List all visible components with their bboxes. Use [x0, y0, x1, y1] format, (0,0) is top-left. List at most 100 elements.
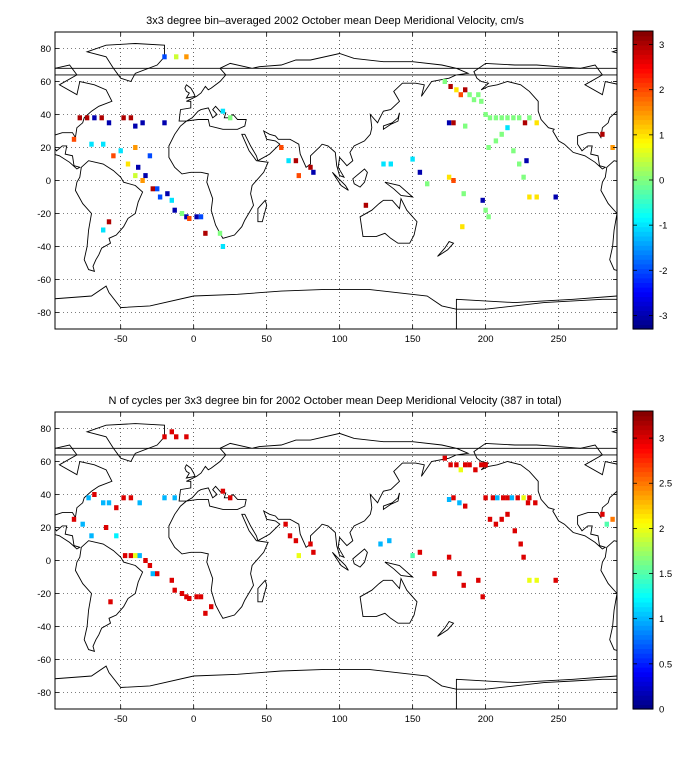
colorbar-segment	[633, 541, 653, 547]
colorbar-segment	[633, 68, 653, 74]
coastline	[600, 160, 617, 271]
cycles-map-y-ticks: -80 -60 -40 -20 0 20 40 60 80	[37, 424, 617, 699]
x-tick-label: 100	[332, 334, 348, 345]
data-bin	[80, 521, 85, 527]
data-bin	[501, 495, 506, 501]
coastline	[257, 579, 268, 603]
data-bin	[454, 462, 459, 468]
data-bin	[184, 594, 189, 600]
colorbar-segment	[633, 555, 653, 561]
colorbar-segment	[633, 434, 653, 440]
data-bin	[463, 462, 468, 468]
data-bin	[140, 178, 145, 183]
y-tick-label: -60	[37, 275, 51, 286]
data-bin	[101, 141, 106, 147]
data-bin	[417, 169, 423, 175]
colorbar-segment	[633, 40, 653, 46]
colorbar-segment	[633, 198, 653, 204]
y-tick-label: 20	[40, 143, 51, 154]
y-tick-label: 60	[40, 77, 51, 88]
coastline	[359, 197, 418, 244]
data-bin	[463, 87, 468, 93]
data-bin	[461, 191, 466, 197]
data-bin	[534, 120, 539, 126]
data-bin	[169, 429, 174, 435]
data-bin	[128, 115, 134, 121]
colorbar-segment	[633, 592, 653, 598]
velocity-map-grid	[55, 32, 617, 329]
x-tick-label: 150	[405, 714, 421, 725]
data-bin	[220, 108, 226, 114]
colorbar-segment	[633, 653, 653, 659]
data-bin	[527, 194, 532, 200]
colorbar-tick-label: 3	[659, 40, 664, 51]
colorbar-segment	[633, 518, 653, 524]
x-tick-label: 250	[551, 714, 567, 725]
data-bin	[140, 120, 145, 126]
data-bin	[417, 549, 423, 555]
data-bin	[527, 115, 532, 121]
coastline	[332, 171, 349, 191]
data-bin	[293, 538, 299, 544]
data-bin	[150, 186, 155, 192]
data-bin	[446, 497, 452, 502]
data-bin	[174, 434, 179, 440]
colorbar-segment	[633, 420, 653, 426]
colorbar-segment	[633, 578, 653, 584]
data-bin	[457, 571, 462, 577]
colorbar-segment	[633, 657, 653, 664]
data-bin	[610, 516, 615, 522]
cycles-panel: N of cycles per 3x3 degree bin for 2002 …	[37, 395, 672, 725]
colorbar-segment	[633, 485, 653, 491]
coastline	[184, 84, 196, 99]
colorbar-segment	[633, 268, 653, 274]
data-bin	[220, 244, 226, 249]
colorbar-tick-label: 2.5	[659, 479, 672, 490]
data-bin	[122, 553, 128, 559]
data-bin	[524, 158, 529, 164]
colorbar-segment	[633, 170, 653, 176]
colorbar-segment	[633, 231, 653, 237]
colorbar-segment	[633, 245, 653, 251]
coastline	[384, 181, 415, 198]
data-bin	[311, 169, 316, 175]
data-bin	[410, 156, 415, 162]
coastline	[382, 112, 400, 131]
data-bin	[150, 571, 155, 577]
data-bin	[451, 178, 456, 183]
coastline	[55, 444, 113, 550]
y-tick-label: 0	[46, 556, 51, 567]
x-tick-label: 100	[332, 714, 348, 725]
coastline	[55, 285, 617, 329]
data-bin	[533, 500, 538, 506]
colorbar-segment	[633, 480, 653, 487]
colorbar-segment	[633, 296, 653, 302]
data-bin	[483, 112, 488, 117]
data-bin	[490, 495, 496, 501]
coastline	[85, 423, 165, 463]
y-tick-label: -40	[37, 242, 51, 253]
data-bin	[279, 145, 284, 150]
colorbar-segment	[633, 319, 653, 325]
data-bin	[203, 610, 208, 616]
data-bin	[458, 467, 463, 473]
colorbar-segment	[633, 263, 653, 270]
data-bin	[463, 503, 468, 509]
velocity-map-bins	[71, 54, 615, 249]
velocity-map-coastlines	[55, 43, 617, 329]
data-bin	[467, 92, 472, 98]
data-bin	[137, 553, 142, 559]
data-bin	[165, 191, 170, 197]
data-bin	[527, 495, 532, 501]
data-bin	[172, 587, 177, 593]
colorbar-segment	[633, 193, 653, 200]
colorbar-segment	[633, 704, 653, 710]
x-tick-label: -50	[114, 334, 128, 345]
colorbar-segment	[633, 249, 653, 256]
data-bin	[522, 120, 528, 126]
data-bin	[128, 553, 134, 559]
cycles-colorbar: 0 0.5 1 1.5 2 2.5 3	[632, 410, 672, 716]
data-bin	[499, 131, 504, 137]
colorbar-segment	[633, 466, 653, 473]
colorbar-segment	[633, 415, 653, 421]
